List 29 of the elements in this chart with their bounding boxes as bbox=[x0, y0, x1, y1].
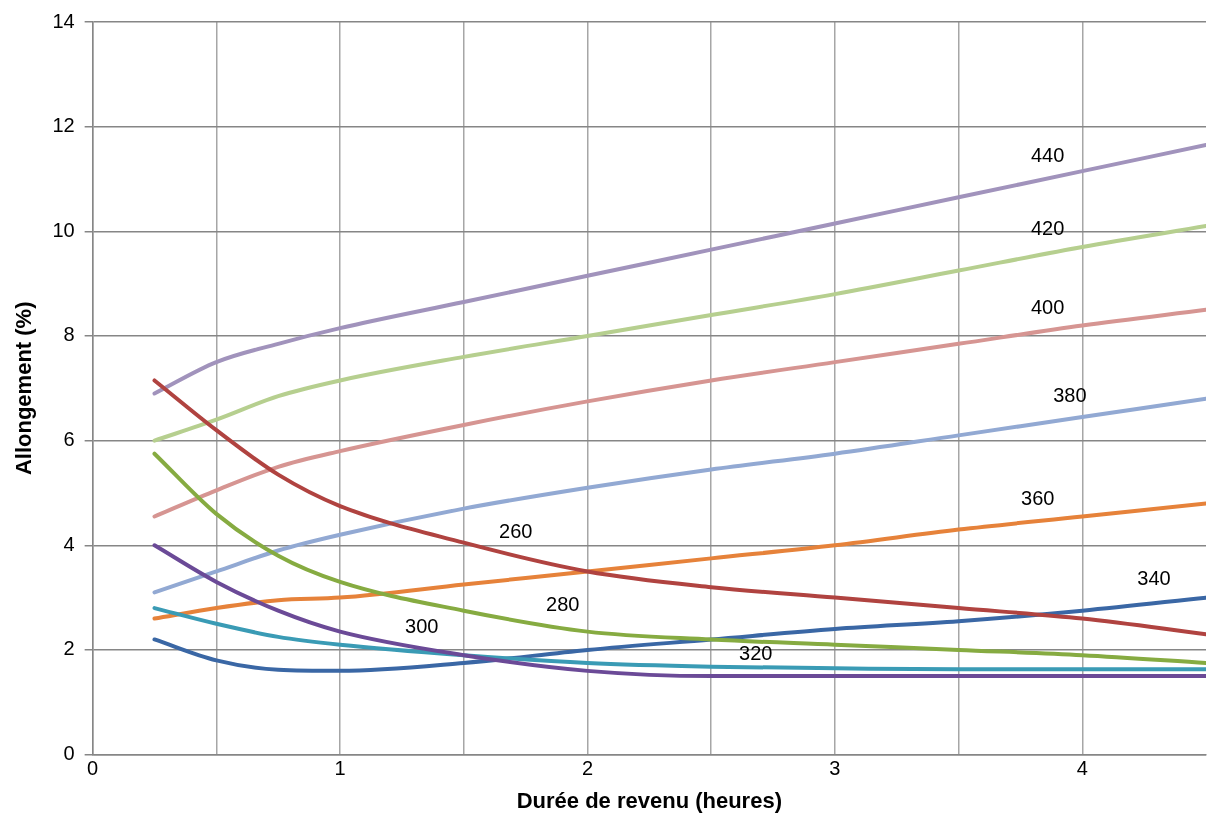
y-tick-label: 4 bbox=[63, 532, 75, 555]
x-tick-label: 2 bbox=[581, 757, 594, 780]
y-tick-label: 2 bbox=[63, 637, 75, 660]
line-series bbox=[152, 378, 1206, 637]
y-tick-label: 14 bbox=[52, 9, 75, 32]
y-tick-label: 0 bbox=[63, 742, 75, 765]
series-label: 260 bbox=[499, 520, 533, 543]
series-label: 420 bbox=[1030, 217, 1065, 240]
series-label: 320 bbox=[739, 641, 773, 664]
x-tick-label: 1 bbox=[334, 757, 346, 780]
y-tick-label: 10 bbox=[52, 218, 75, 241]
y-axis-title: Allongement (%) bbox=[11, 301, 37, 476]
series-label: 360 bbox=[1021, 486, 1055, 509]
line-series bbox=[152, 595, 1206, 673]
series-label: 380 bbox=[1053, 384, 1087, 407]
series-label: 440 bbox=[1030, 143, 1065, 166]
y-tick-label: 6 bbox=[63, 428, 75, 451]
x-axis-title: Durée de revenu (heures) bbox=[516, 787, 782, 813]
series-label: 340 bbox=[1137, 566, 1171, 589]
line-series bbox=[152, 543, 1206, 679]
line-series bbox=[152, 451, 1206, 666]
series-label: 300 bbox=[405, 614, 439, 637]
y-tick-label: 8 bbox=[63, 323, 75, 346]
x-tick-label: 3 bbox=[829, 757, 841, 780]
series-label: 280 bbox=[546, 592, 580, 615]
x-tick-label: 4 bbox=[1076, 757, 1088, 780]
series-label: 400 bbox=[1030, 296, 1065, 319]
x-tick-label: 0 bbox=[87, 757, 99, 780]
y-tick-label: 12 bbox=[52, 114, 75, 137]
